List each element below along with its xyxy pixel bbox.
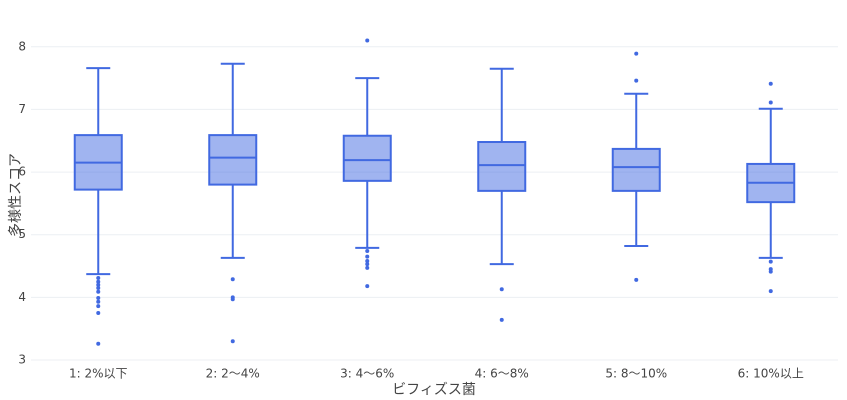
outlier — [96, 289, 101, 294]
y-tick-label: 3 — [18, 353, 26, 367]
x-tick-label: 6: 10%以上 — [738, 367, 804, 381]
outlier — [768, 269, 773, 274]
outlier — [634, 51, 639, 56]
outlier — [365, 259, 370, 264]
outlier — [365, 262, 370, 267]
outlier — [230, 297, 235, 302]
outlier — [365, 265, 370, 270]
box — [342, 134, 392, 182]
outlier — [365, 284, 370, 289]
y-tick-label: 7 — [18, 102, 26, 116]
y-axis-title: 多様性スコア — [7, 153, 24, 237]
outlier — [96, 341, 101, 346]
outlier — [365, 38, 370, 43]
y-tick-label: 4 — [18, 290, 26, 304]
outlier — [634, 277, 639, 282]
outlier — [96, 285, 101, 290]
outlier — [365, 254, 370, 259]
box — [611, 147, 661, 192]
y-tick-label: 5 — [18, 227, 26, 241]
outlier — [230, 277, 235, 282]
x-tick-label: 3: 4〜6% — [340, 367, 394, 381]
outlier — [768, 81, 773, 86]
y-tick-label: 6 — [18, 165, 26, 179]
outlier — [96, 282, 101, 287]
outlier — [96, 279, 101, 284]
outlier — [365, 249, 370, 254]
x-axis-title: ビフィズス菌 — [392, 382, 476, 398]
outlier — [634, 78, 639, 83]
outlier — [499, 287, 504, 292]
y-tick-label: 8 — [18, 39, 26, 53]
outlier — [96, 311, 101, 316]
outlier — [768, 259, 773, 264]
box — [208, 134, 258, 186]
outlier — [768, 100, 773, 105]
outlier — [768, 289, 773, 294]
outlier — [230, 339, 235, 344]
outlier — [96, 295, 101, 300]
outlier — [96, 304, 101, 309]
outlier — [96, 299, 101, 304]
outlier — [499, 317, 504, 322]
x-tick-label: 5: 8〜10% — [605, 367, 667, 381]
x-tick-label: 1: 2%以下 — [69, 367, 128, 381]
x-tick-label: 4: 6〜8% — [475, 367, 529, 381]
x-tick-label: 2: 2〜4% — [206, 367, 260, 381]
box — [477, 141, 527, 192]
outlier — [96, 275, 101, 280]
